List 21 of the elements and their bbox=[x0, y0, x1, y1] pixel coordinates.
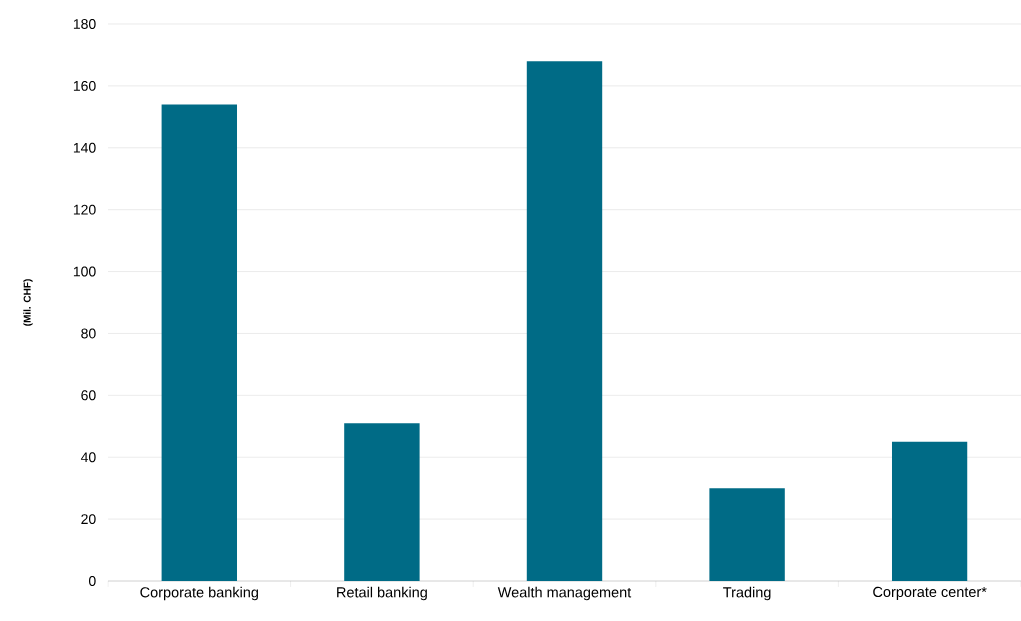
y-tick-label: 160 bbox=[73, 80, 96, 91]
x-tick-label: Corporate center* bbox=[873, 586, 987, 600]
y-tick-label: 120 bbox=[73, 204, 96, 215]
y-tick-label: 0 bbox=[88, 576, 96, 586]
y-tick-label: 80 bbox=[81, 328, 96, 339]
y-axis-title: (Mil. CHF) bbox=[23, 279, 33, 326]
y-tick-label: 140 bbox=[73, 142, 96, 153]
bar bbox=[344, 423, 420, 581]
x-tick-label: Wealth management bbox=[497, 586, 632, 601]
y-tick-label: 100 bbox=[73, 266, 96, 277]
y-tick-label: 180 bbox=[73, 19, 96, 29]
x-tick-label: Trading bbox=[723, 586, 771, 601]
y-tick-label: 60 bbox=[81, 390, 96, 401]
x-tick-label: Retail banking bbox=[337, 586, 427, 601]
bar bbox=[526, 61, 603, 581]
bar bbox=[161, 104, 238, 581]
y-tick-label: 20 bbox=[81, 514, 96, 525]
bar bbox=[891, 441, 968, 581]
bar bbox=[709, 488, 785, 581]
y-tick-label: 40 bbox=[80, 452, 96, 463]
x-tick-label: Corporate banking bbox=[140, 586, 258, 601]
